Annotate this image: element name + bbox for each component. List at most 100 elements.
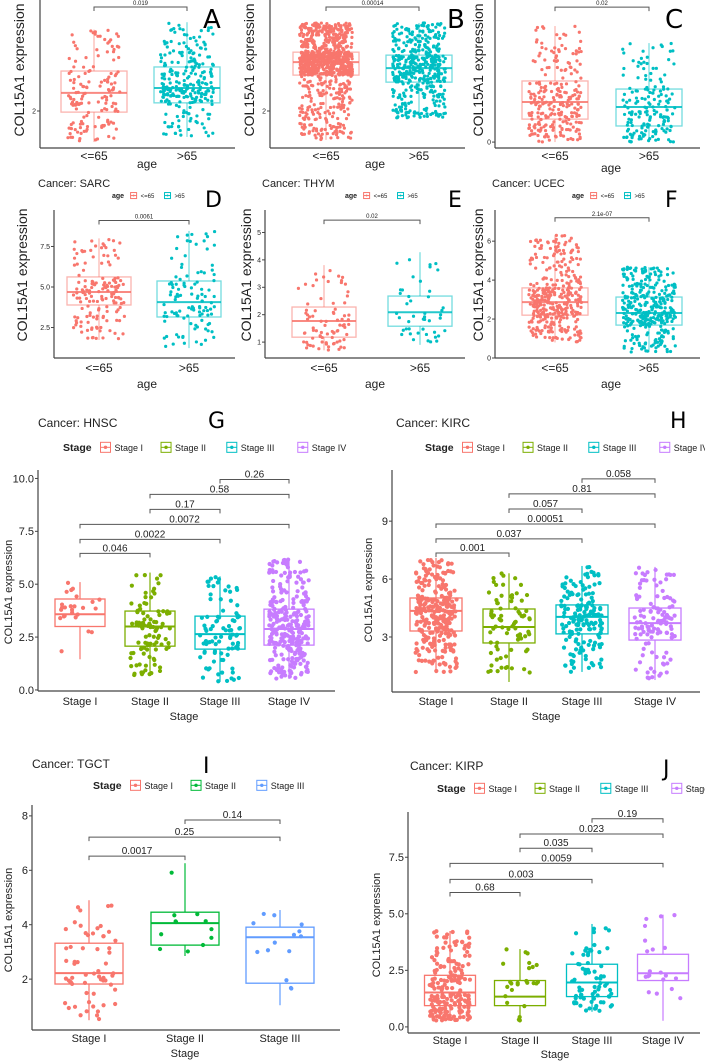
- data-point: [93, 125, 97, 129]
- data-point: [78, 122, 83, 126]
- data-point: [540, 140, 544, 144]
- data-point: [301, 71, 305, 75]
- data-point: [426, 621, 432, 626]
- data-point: [420, 645, 425, 650]
- comparison-bracket: [149, 493, 290, 499]
- data-point: [195, 43, 199, 47]
- data-point: [298, 577, 304, 582]
- data-point: [417, 48, 421, 53]
- data-point: [74, 594, 79, 599]
- data-point: [579, 603, 584, 608]
- data-point: [105, 50, 109, 54]
- data-point: [409, 63, 413, 67]
- data-point: [216, 672, 221, 677]
- group-0: [54, 900, 124, 1022]
- data-point: [294, 614, 300, 619]
- data-point: [440, 582, 445, 587]
- data-point: [664, 612, 670, 618]
- data-point: [577, 94, 581, 99]
- data-point: [651, 105, 655, 109]
- data-point: [182, 83, 186, 87]
- data-point: [289, 986, 294, 991]
- data-point: [182, 341, 186, 345]
- data-point: [400, 56, 404, 61]
- data-point: [79, 324, 83, 328]
- data-point: [193, 64, 197, 68]
- data-point: [391, 70, 395, 75]
- data-point: [547, 286, 552, 290]
- data-point: [625, 296, 629, 300]
- data-point: [116, 70, 120, 74]
- box: [291, 306, 357, 338]
- data-point: [534, 238, 538, 242]
- data-point: [400, 101, 405, 106]
- data-point: [668, 657, 673, 662]
- data-point: [324, 319, 328, 323]
- data-point: [329, 136, 333, 140]
- data-point: [527, 288, 532, 292]
- data-point: [621, 47, 625, 51]
- data-point: [663, 306, 667, 310]
- data-point: [137, 662, 142, 667]
- data-point: [540, 97, 544, 102]
- p-value-label: 0.0022: [135, 529, 166, 540]
- data-point: [169, 870, 174, 875]
- data-point: [321, 101, 325, 106]
- data-point: [660, 312, 664, 317]
- data-point: [90, 327, 94, 331]
- data-point: [664, 650, 669, 655]
- data-point: [428, 263, 432, 267]
- comparison-bracket: [435, 552, 510, 558]
- data-point: [443, 645, 448, 650]
- data-point: [579, 305, 583, 309]
- y-tick-label: 0: [487, 140, 491, 147]
- data-point: [442, 627, 447, 632]
- data-point: [116, 276, 120, 280]
- data-point: [218, 597, 223, 602]
- data-point: [438, 576, 443, 581]
- data-point: [226, 646, 231, 651]
- data-point: [298, 661, 303, 666]
- data-point: [537, 139, 541, 143]
- data-point: [413, 43, 417, 47]
- data-point: [338, 97, 342, 101]
- data-point: [671, 271, 675, 275]
- data-point: [196, 89, 200, 93]
- data-point: [563, 263, 567, 267]
- data-point: [576, 293, 580, 297]
- group-0: [521, 24, 589, 144]
- data-point: [89, 248, 93, 252]
- data-point: [427, 71, 431, 76]
- data-point: [552, 322, 556, 326]
- data-point: [185, 84, 189, 89]
- data-point: [411, 67, 416, 72]
- data-point: [319, 330, 323, 335]
- data-point: [212, 278, 216, 283]
- data-point: [577, 128, 581, 132]
- data-point: [200, 81, 204, 85]
- data-point: [110, 104, 114, 109]
- data-point: [546, 135, 550, 139]
- comparison-bracket: [435, 523, 656, 529]
- data-point: [103, 37, 107, 42]
- data-point: [551, 302, 555, 306]
- data-point: [299, 39, 303, 44]
- data-point: [85, 314, 89, 319]
- data-point: [210, 624, 215, 629]
- data-point: [106, 260, 111, 264]
- data-point: [93, 606, 98, 611]
- data-point: [640, 571, 645, 576]
- data-point: [498, 655, 503, 661]
- data-point: [101, 934, 106, 939]
- data-point: [643, 277, 648, 282]
- data-point: [667, 605, 672, 610]
- data-point: [440, 655, 445, 660]
- p-value-label: 0.81: [572, 484, 592, 495]
- data-point: [439, 313, 443, 317]
- data-point: [632, 341, 636, 346]
- data-point: [638, 619, 643, 625]
- data-point: [499, 665, 504, 670]
- data-point: [648, 137, 652, 141]
